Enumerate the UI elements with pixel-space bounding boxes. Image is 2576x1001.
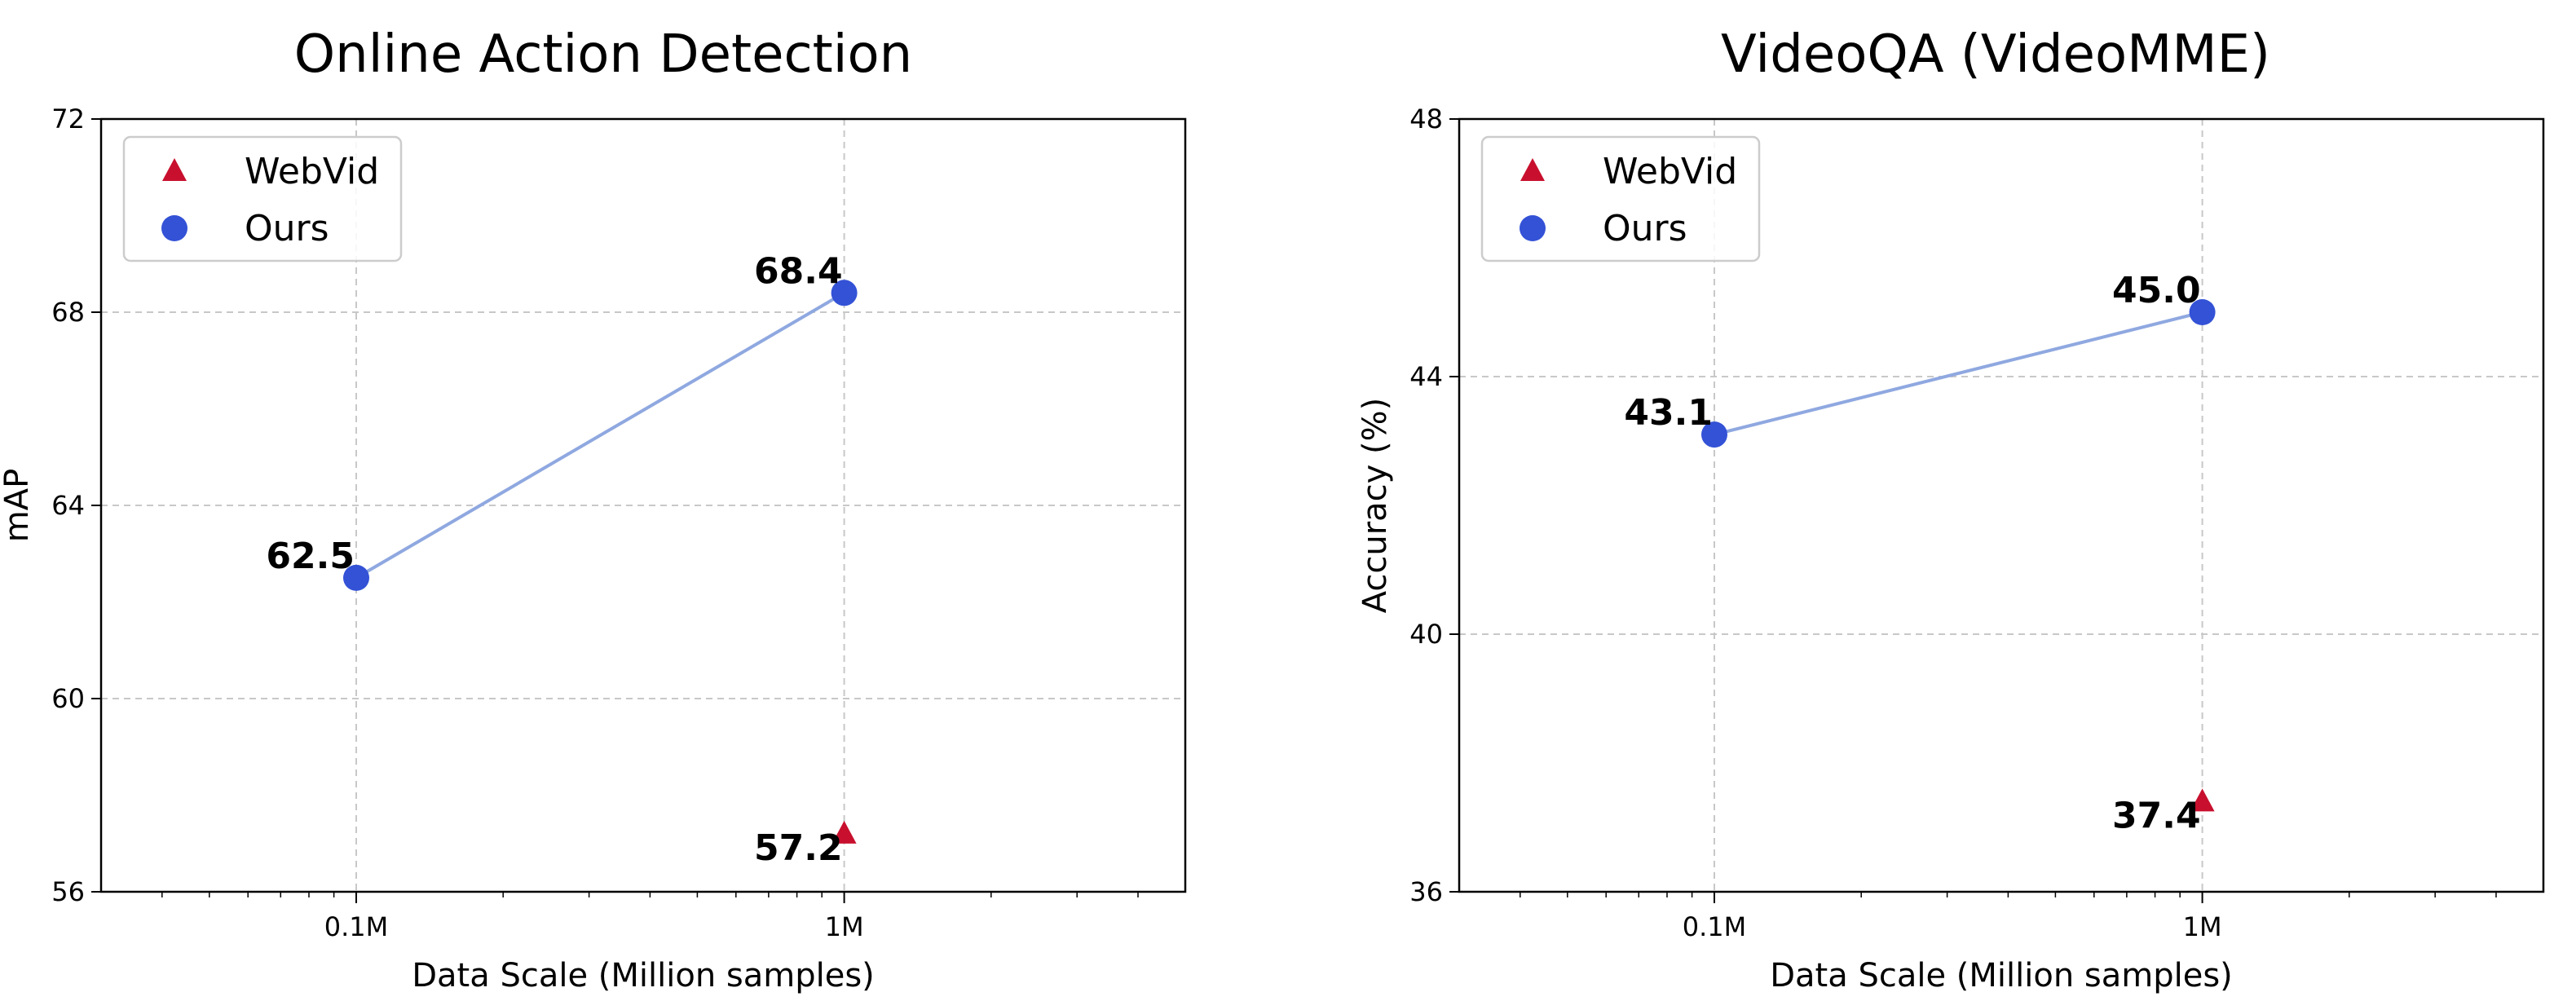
y-tick-label: 40 xyxy=(1409,619,1443,650)
y-tick-label: 64 xyxy=(51,490,85,521)
y-tick-label: 48 xyxy=(1409,104,1443,134)
y-tick-label: 36 xyxy=(1409,876,1443,907)
chart-panel-online-action-detection: Online Action Detection 56 60 64 68 72 0.1M 1M D… xyxy=(0,24,1187,994)
legend-marker-ours xyxy=(1520,215,1546,241)
x-tick-label: 0.1M xyxy=(324,911,389,942)
series-line-ours xyxy=(1714,311,2203,437)
chart-title: Online Action Detection xyxy=(294,24,912,85)
legend-box xyxy=(1480,135,1761,262)
legend-label-webvid: WebVid xyxy=(1603,151,1737,192)
data-label-ours: 43.1 xyxy=(1624,392,1713,434)
y-tick-label: 72 xyxy=(51,104,85,134)
legend-marker-ours xyxy=(161,215,187,241)
y-tick-label: 68 xyxy=(51,297,85,328)
data-label-ours: 68.4 xyxy=(754,250,843,292)
legend-marker-webvid xyxy=(162,158,187,181)
data-point-webvid xyxy=(2190,788,2215,812)
x-axis-label: Data Scale (Million samples) xyxy=(1770,957,2233,994)
y-axis-label: mAP xyxy=(0,469,36,542)
data-label-webvid: 37.4 xyxy=(2112,795,2201,836)
x-axis-label: Data Scale (Million samples) xyxy=(412,957,875,994)
data-point-ours xyxy=(1700,421,1727,448)
y-tick-label: 60 xyxy=(51,683,85,714)
series-line-ours xyxy=(355,291,845,580)
data-point-ours xyxy=(342,564,369,591)
legend-box xyxy=(122,135,403,262)
legend-label-webvid: WebVid xyxy=(245,151,379,192)
y-tick-label: 44 xyxy=(1409,361,1443,392)
chart-panel-videoqa: VideoQA (VideoMME) 36 40 44 48 0.1M 1M Data Sca… xyxy=(1356,24,2545,994)
y-axis-label: Accuracy (%) xyxy=(1356,398,1394,614)
chart-title: VideoQA (VideoMME) xyxy=(1721,24,2270,85)
x-tick-label: 1M xyxy=(2183,911,2222,942)
x-tick-label: 1M xyxy=(825,911,864,942)
data-point-ours xyxy=(831,280,858,306)
data-label-webvid: 57.2 xyxy=(754,827,843,869)
data-point-webvid xyxy=(831,820,857,844)
legend-label-ours: Ours xyxy=(245,208,329,249)
legend-label-ours: Ours xyxy=(1603,208,1687,249)
plot-frame xyxy=(1458,117,2545,893)
data-label-ours: 45.0 xyxy=(2112,270,2201,311)
y-tick-label: 56 xyxy=(51,876,85,907)
data-point-ours xyxy=(2189,299,2216,325)
data-label-ours: 62.5 xyxy=(266,536,355,577)
x-tick-label: 0.1M xyxy=(1683,911,1747,942)
legend-marker-webvid xyxy=(1520,158,1545,181)
